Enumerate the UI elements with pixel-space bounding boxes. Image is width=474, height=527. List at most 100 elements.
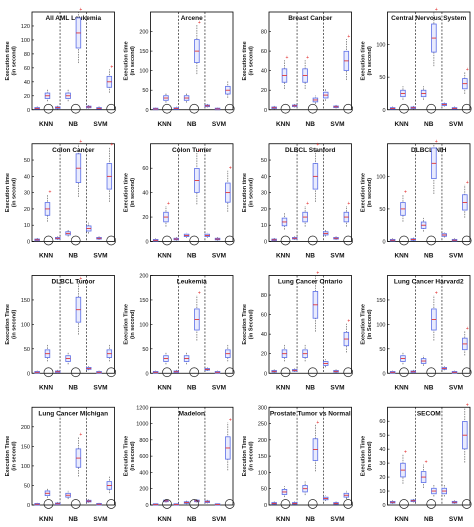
y-axis-label-line: Execution time <box>242 41 248 80</box>
y-tick-label: 100 <box>376 322 385 328</box>
group-label: NB <box>424 253 434 260</box>
y-tick-label: 250 <box>258 422 267 428</box>
y-tick-label: 600 <box>139 454 148 460</box>
y-tick-label: 80 <box>261 293 267 299</box>
y-tick-label: 40 <box>24 80 30 86</box>
y-axis-label: Execution time(in second) <box>242 173 255 212</box>
highlight-circle <box>189 235 200 246</box>
y-tick-label: 200 <box>258 438 267 444</box>
y-tick-label: 150 <box>376 298 385 304</box>
group-label: KNN <box>39 121 53 128</box>
outlier-marker: + <box>425 460 428 466</box>
outlier-marker: + <box>347 201 350 207</box>
y-tick-label: 0 <box>264 371 267 377</box>
y-tick-label: 40 <box>261 332 267 338</box>
group-label: KNN <box>394 253 408 260</box>
y-tick-label: 100 <box>376 174 385 180</box>
highlight-circle <box>426 235 437 246</box>
y-tick-label: 0 <box>264 240 267 246</box>
y-tick-label: 0 <box>264 503 267 509</box>
highlight-circle <box>399 103 409 114</box>
chart-title: SECOM <box>417 410 441 417</box>
outlier-marker: + <box>306 55 309 61</box>
highlight-circle <box>224 103 235 114</box>
group-label: NB <box>424 384 434 391</box>
y-tick-label: 0 <box>27 108 30 114</box>
y-axis-label: Execution Time(in second) <box>361 436 374 477</box>
outlier-marker: + <box>347 34 350 40</box>
y-axis-label-line: (in second) <box>249 441 255 471</box>
y-tick-label: 200 <box>139 274 148 280</box>
y-tick-label: 20 <box>379 475 385 481</box>
highlight-circle <box>280 235 291 246</box>
highlight-circle <box>106 103 117 114</box>
y-tick-label: 50 <box>379 207 385 213</box>
highlight-circle <box>106 499 117 509</box>
y-axis-label-line: Execution Time <box>5 304 11 345</box>
y-tick-label: 200 <box>139 30 148 36</box>
y-axis-label-line: (in second) <box>249 46 255 76</box>
y-tick-label: 40 <box>261 174 267 180</box>
outlier-marker: + <box>435 290 438 296</box>
highlight-circle <box>224 367 235 378</box>
y-axis-label: Execution time(in second) <box>5 173 18 212</box>
group-label: KNN <box>157 121 171 128</box>
chart-title: DLBCL-NIH <box>411 147 447 154</box>
highlight-circle <box>426 367 437 378</box>
outlier-marker: + <box>167 201 170 207</box>
y-tick-label: 100 <box>258 470 267 476</box>
highlight-circle <box>189 103 200 114</box>
chart-panel: Colon Tumer 0 20 40 60 Execution time(in seco… <box>124 143 235 260</box>
y-axis-label: Execution time(in second) <box>124 41 137 80</box>
y-tick-label: 60 <box>142 166 148 172</box>
plot-frame <box>31 406 115 506</box>
group-label: NB <box>306 121 316 128</box>
outlier-marker: + <box>466 180 469 186</box>
plot-frame <box>150 406 234 506</box>
group-label: SVM <box>93 253 107 260</box>
y-tick-label: 0 <box>264 108 267 114</box>
chart-panel: Breast Cancer 0 20 40 60 80 Execution time(in … <box>242 11 354 128</box>
y-axis-label-line: (in second) <box>130 178 136 208</box>
y-tick-label: 150 <box>258 454 267 460</box>
y-tick-label: 50 <box>24 483 30 489</box>
group-label: SVM <box>93 516 107 523</box>
highlight-circle <box>426 499 437 509</box>
highlight-circle <box>343 367 354 378</box>
y-axis-label-line: (in Second) <box>249 309 255 339</box>
group-label: KNN <box>157 253 171 260</box>
chart-panel: Leukemia 0 50 100 150 200 Execution Time(in se… <box>124 274 235 391</box>
y-axis-label: Execution time(in second) <box>124 173 137 212</box>
y-tick-label: 30 <box>24 191 30 197</box>
outlier-marker: + <box>198 20 201 26</box>
group-label: KNN <box>394 384 408 391</box>
y-axis-label-line: (in second) <box>130 441 136 471</box>
y-tick-label: 80 <box>261 30 267 36</box>
outlier-marker: + <box>466 67 469 73</box>
y-tick-label: 50 <box>379 433 385 439</box>
outlier-marker: + <box>435 7 438 13</box>
y-tick-label: 150 <box>139 49 148 55</box>
y-tick-label: 40 <box>261 69 267 75</box>
outlier-marker: + <box>316 420 319 426</box>
plot-frame <box>387 275 471 374</box>
y-axis-label-line: Execution time <box>361 41 367 80</box>
plot-frame <box>150 143 234 242</box>
group-label: SVM <box>212 121 226 128</box>
highlight-circle <box>162 499 172 509</box>
group-label: NB <box>306 253 316 260</box>
plot-frame <box>268 11 352 111</box>
highlight-circle <box>189 367 200 378</box>
y-axis-label: Execution time(in second) <box>361 173 374 212</box>
group-label: NB <box>69 121 79 128</box>
chart-title: Central Nervous System <box>391 15 466 22</box>
y-tick-label: 0 <box>145 108 148 114</box>
outlier-marker: + <box>466 326 469 332</box>
group-label: NB <box>306 516 316 523</box>
highlight-circle <box>106 235 117 246</box>
y-tick-label: 60 <box>379 419 385 425</box>
y-tick-label: 0 <box>382 108 385 114</box>
highlight-circle <box>461 103 472 114</box>
